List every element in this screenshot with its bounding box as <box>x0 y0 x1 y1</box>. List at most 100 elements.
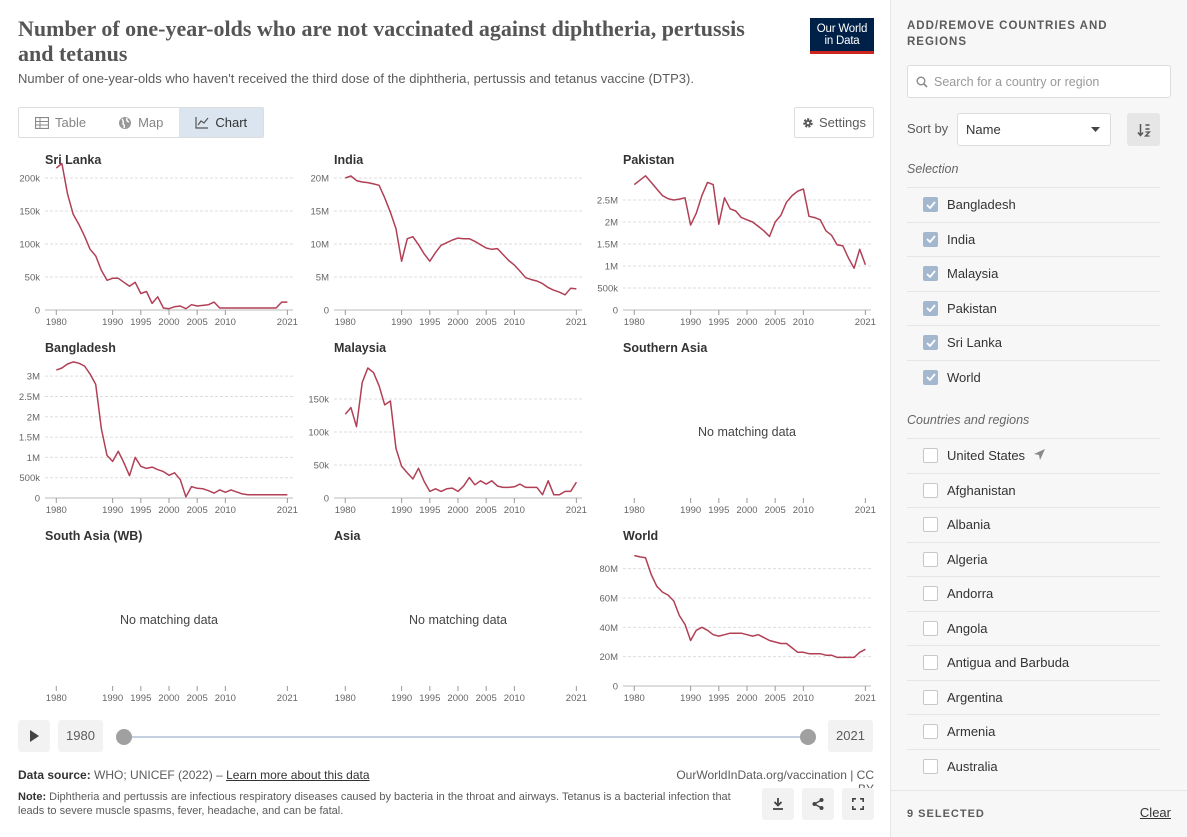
checkbox-unchecked[interactable] <box>923 517 938 533</box>
x-tick-label: 1980 <box>624 505 645 516</box>
y-tick-label: 2M <box>27 412 40 423</box>
y-tick-label: 20M <box>311 174 330 185</box>
entity-row[interactable]: United States <box>907 438 1160 473</box>
clear-button[interactable]: Clear <box>1139 805 1171 820</box>
entity-row[interactable]: Andorra <box>907 576 1160 611</box>
selected-count: 9 SELECTED <box>907 808 985 820</box>
x-tick-label: 1980 <box>624 693 645 704</box>
facet-title[interactable]: World <box>623 529 659 543</box>
y-tick-label: 0 <box>35 306 40 317</box>
facet-plot: 0 500k 1M 1.5M 2M 2.5M 3M 1980 1990 1995 2000 2005 2… <box>19 361 298 516</box>
checkbox-checked[interactable] <box>923 231 938 247</box>
series-line[interactable] <box>634 554 866 659</box>
facet-chart: Sri Lanka 0 50k 100k 150k 200k 1980 1990 1995 200… <box>18 153 298 333</box>
series-line[interactable] <box>56 361 288 498</box>
tab-map[interactable]: Map <box>102 108 179 137</box>
checkbox-checked[interactable] <box>923 369 938 385</box>
y-tick-label: 80M <box>600 564 619 575</box>
owid-logo[interactable]: Our World in Data <box>810 18 874 54</box>
facet-title[interactable]: India <box>334 153 364 167</box>
entity-row[interactable]: Sri Lanka <box>907 325 1160 360</box>
checkbox-unchecked[interactable] <box>923 620 938 636</box>
checkbox-unchecked[interactable] <box>923 551 938 567</box>
facet-title[interactable]: Pakistan <box>623 153 675 167</box>
entity-row[interactable]: Pakistan <box>907 290 1160 326</box>
sort-order-button[interactable] <box>1127 113 1160 146</box>
entity-row[interactable]: Albania <box>907 507 1160 542</box>
share-icon <box>812 798 824 810</box>
y-tick-label: 100k <box>308 428 329 439</box>
facet-title[interactable]: Sri Lanka <box>45 153 102 167</box>
y-tick-label: 1.5M <box>597 240 618 251</box>
settings-button[interactable]: Settings <box>794 107 874 138</box>
facet-title[interactable]: Southern Asia <box>623 341 708 355</box>
checkbox-checked[interactable] <box>923 266 938 282</box>
checkbox-unchecked[interactable] <box>923 586 938 602</box>
facet-title[interactable]: South Asia (WB) <box>45 529 143 543</box>
x-tick-label: 1980 <box>46 505 67 516</box>
entity-row[interactable]: India <box>907 221 1160 257</box>
facet-plot: 0 50k 100k 150k 200k 1980 1990 1995 2000 2005 2010… <box>19 162 298 328</box>
checkbox-unchecked[interactable] <box>923 724 938 740</box>
entity-label: Andorra <box>947 586 994 602</box>
share-button[interactable] <box>802 788 834 820</box>
checkbox-unchecked[interactable] <box>923 482 938 498</box>
series-line[interactable] <box>633 175 867 269</box>
entity-row[interactable]: Australia <box>907 748 1160 784</box>
entity-row[interactable]: Antigua and Barbuda <box>907 645 1160 680</box>
learn-more-link[interactable]: Learn more about this data <box>226 768 370 782</box>
y-tick-label: 0 <box>324 494 329 505</box>
entity-row[interactable]: Afghanistan <box>907 472 1160 508</box>
x-tick-label: 2010 <box>504 693 525 704</box>
facet-title[interactable]: Malaysia <box>334 341 387 355</box>
check-icon <box>925 201 936 209</box>
x-tick-label: 1990 <box>102 693 123 704</box>
tab-table[interactable]: Table <box>19 108 102 137</box>
timeline-end-handle[interactable] <box>800 729 816 745</box>
entity-row[interactable]: Malaysia <box>907 256 1160 291</box>
entity-row[interactable]: Argentina <box>907 679 1160 715</box>
y-tick-label: 5M <box>316 273 329 284</box>
facet-title[interactable]: Bangladesh <box>45 341 116 355</box>
checkbox-unchecked[interactable] <box>923 655 938 671</box>
timeline-track[interactable] <box>124 736 808 738</box>
tab-map-label: Map <box>138 115 164 130</box>
entity-row[interactable]: Algeria <box>907 541 1160 577</box>
search-input[interactable] <box>934 74 1164 89</box>
entity-row[interactable]: Armenia <box>907 714 1160 749</box>
checkbox-checked[interactable] <box>923 335 938 351</box>
timeline-end-year[interactable]: 2021 <box>828 720 873 752</box>
entity-row[interactable]: Bangladesh <box>907 187 1160 222</box>
series-line[interactable] <box>55 162 288 310</box>
checkbox-unchecked[interactable] <box>923 448 938 464</box>
x-tick-label: 1980 <box>624 317 645 328</box>
x-tick-label: 1995 <box>708 317 729 328</box>
series-line[interactable] <box>344 367 578 496</box>
checkbox-checked[interactable] <box>923 300 938 316</box>
facet-chart: India 0 5M 10M 15M 20M 1980 1990 1995 2000 2005 201… <box>307 153 587 333</box>
no-data-message: No matching data <box>409 613 507 627</box>
series-line[interactable] <box>345 175 577 296</box>
x-tick-label: 1990 <box>391 693 412 704</box>
checkbox-unchecked[interactable] <box>923 689 938 705</box>
checkbox-unchecked[interactable] <box>923 758 938 774</box>
tab-chart[interactable]: Chart <box>179 108 264 137</box>
facet-plot: 0 50k 100k 150k 1980 1990 1995 2000 2005 2010 2021 <box>308 367 587 516</box>
y-tick-label: 0 <box>613 306 618 317</box>
facet-title[interactable]: Asia <box>334 529 361 543</box>
timeline-start-year[interactable]: 1980 <box>58 720 103 752</box>
download-button[interactable] <box>762 788 794 820</box>
entity-row[interactable]: Angola <box>907 610 1160 646</box>
timeline-start-handle[interactable] <box>116 729 132 745</box>
x-tick-label: 1995 <box>130 505 151 516</box>
entity-row[interactable]: World <box>907 359 1160 395</box>
logo-line-1: Our World <box>816 23 868 35</box>
source-prefix: Data source: <box>18 768 91 782</box>
checkbox-checked[interactable] <box>923 197 938 213</box>
entity-sidebar: ADD/REMOVE COUNTRIES AND REGIONS Sort by… <box>890 0 1187 837</box>
fullscreen-button[interactable] <box>842 788 874 820</box>
globe-icon <box>119 116 132 129</box>
x-tick-label: 2000 <box>158 505 179 516</box>
sort-select[interactable]: Name <box>957 113 1111 146</box>
play-button[interactable] <box>18 720 50 752</box>
